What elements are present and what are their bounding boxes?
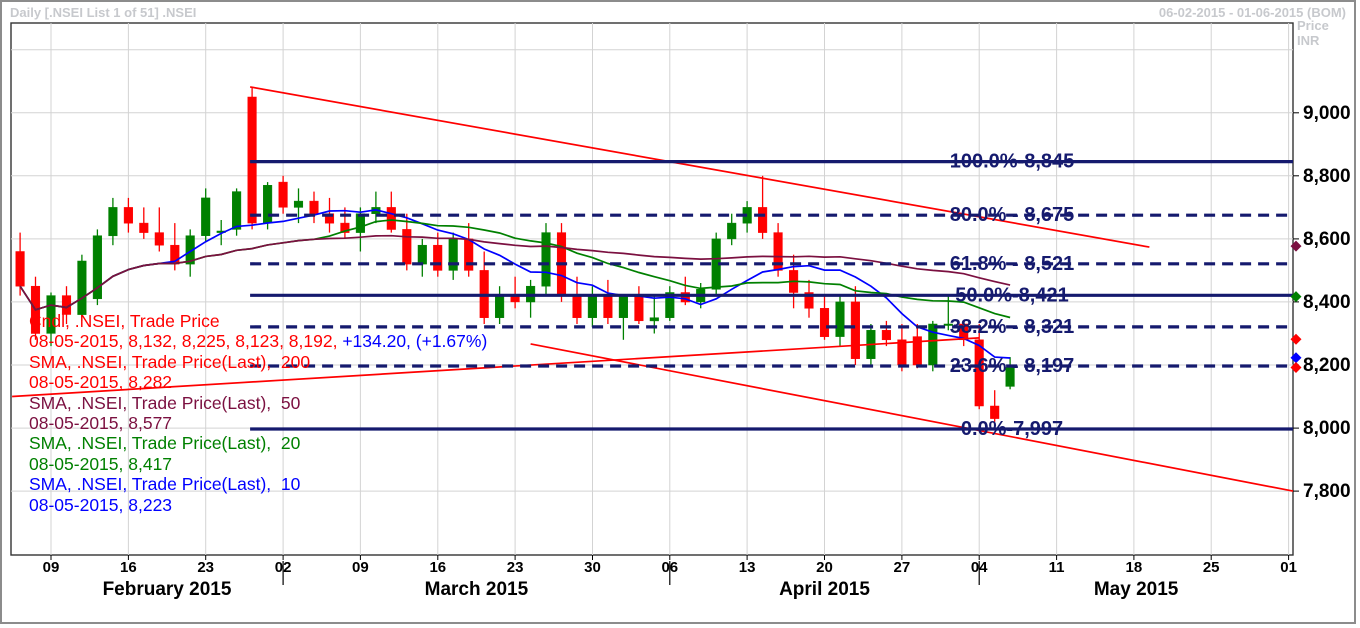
svg-text:80.0% - 8,675: 80.0% - 8,675 — [950, 204, 1075, 226]
svg-text:May 2015: May 2015 — [1094, 579, 1179, 600]
svg-text:30: 30 — [584, 559, 601, 576]
svg-text:April 2015: April 2015 — [779, 579, 870, 600]
svg-text:100.0%-8,845: 100.0%-8,845 — [950, 151, 1075, 173]
svg-text:16: 16 — [429, 559, 446, 576]
svg-text:25: 25 — [1203, 559, 1220, 576]
svg-text:8,200: 8,200 — [1303, 355, 1351, 376]
svg-text:13: 13 — [739, 559, 756, 576]
svg-text:9,000: 9,000 — [1303, 103, 1351, 124]
svg-text:February 2015: February 2015 — [103, 579, 232, 600]
svg-text:20: 20 — [816, 559, 833, 576]
svg-text:38.2% - 8,321: 38.2% - 8,321 — [950, 316, 1075, 338]
svg-text:8,600: 8,600 — [1303, 229, 1351, 250]
svg-text:50.0%-8,421: 50.0%-8,421 — [955, 284, 1068, 306]
svg-text:March 2015: March 2015 — [425, 579, 529, 600]
svg-text:09: 09 — [352, 559, 369, 576]
svg-text:8,400: 8,400 — [1303, 292, 1351, 313]
svg-text:23.6% - 8,197: 23.6% - 8,197 — [950, 355, 1075, 377]
svg-text:61.8% - 8,521: 61.8% - 8,521 — [950, 253, 1075, 275]
svg-text:23: 23 — [507, 559, 524, 576]
svg-text:8,000: 8,000 — [1303, 418, 1351, 439]
svg-text:11: 11 — [1049, 559, 1065, 576]
svg-text:16: 16 — [120, 559, 137, 576]
svg-text:7,800: 7,800 — [1303, 481, 1351, 502]
svg-text:01: 01 — [1280, 559, 1297, 576]
svg-text:0.0%-7,997: 0.0%-7,997 — [961, 418, 1063, 440]
svg-text:18: 18 — [1126, 559, 1143, 576]
svg-text:23: 23 — [197, 559, 214, 576]
svg-text:09: 09 — [43, 559, 60, 576]
svg-text:8,800: 8,800 — [1303, 166, 1351, 187]
svg-text:27: 27 — [894, 559, 911, 576]
